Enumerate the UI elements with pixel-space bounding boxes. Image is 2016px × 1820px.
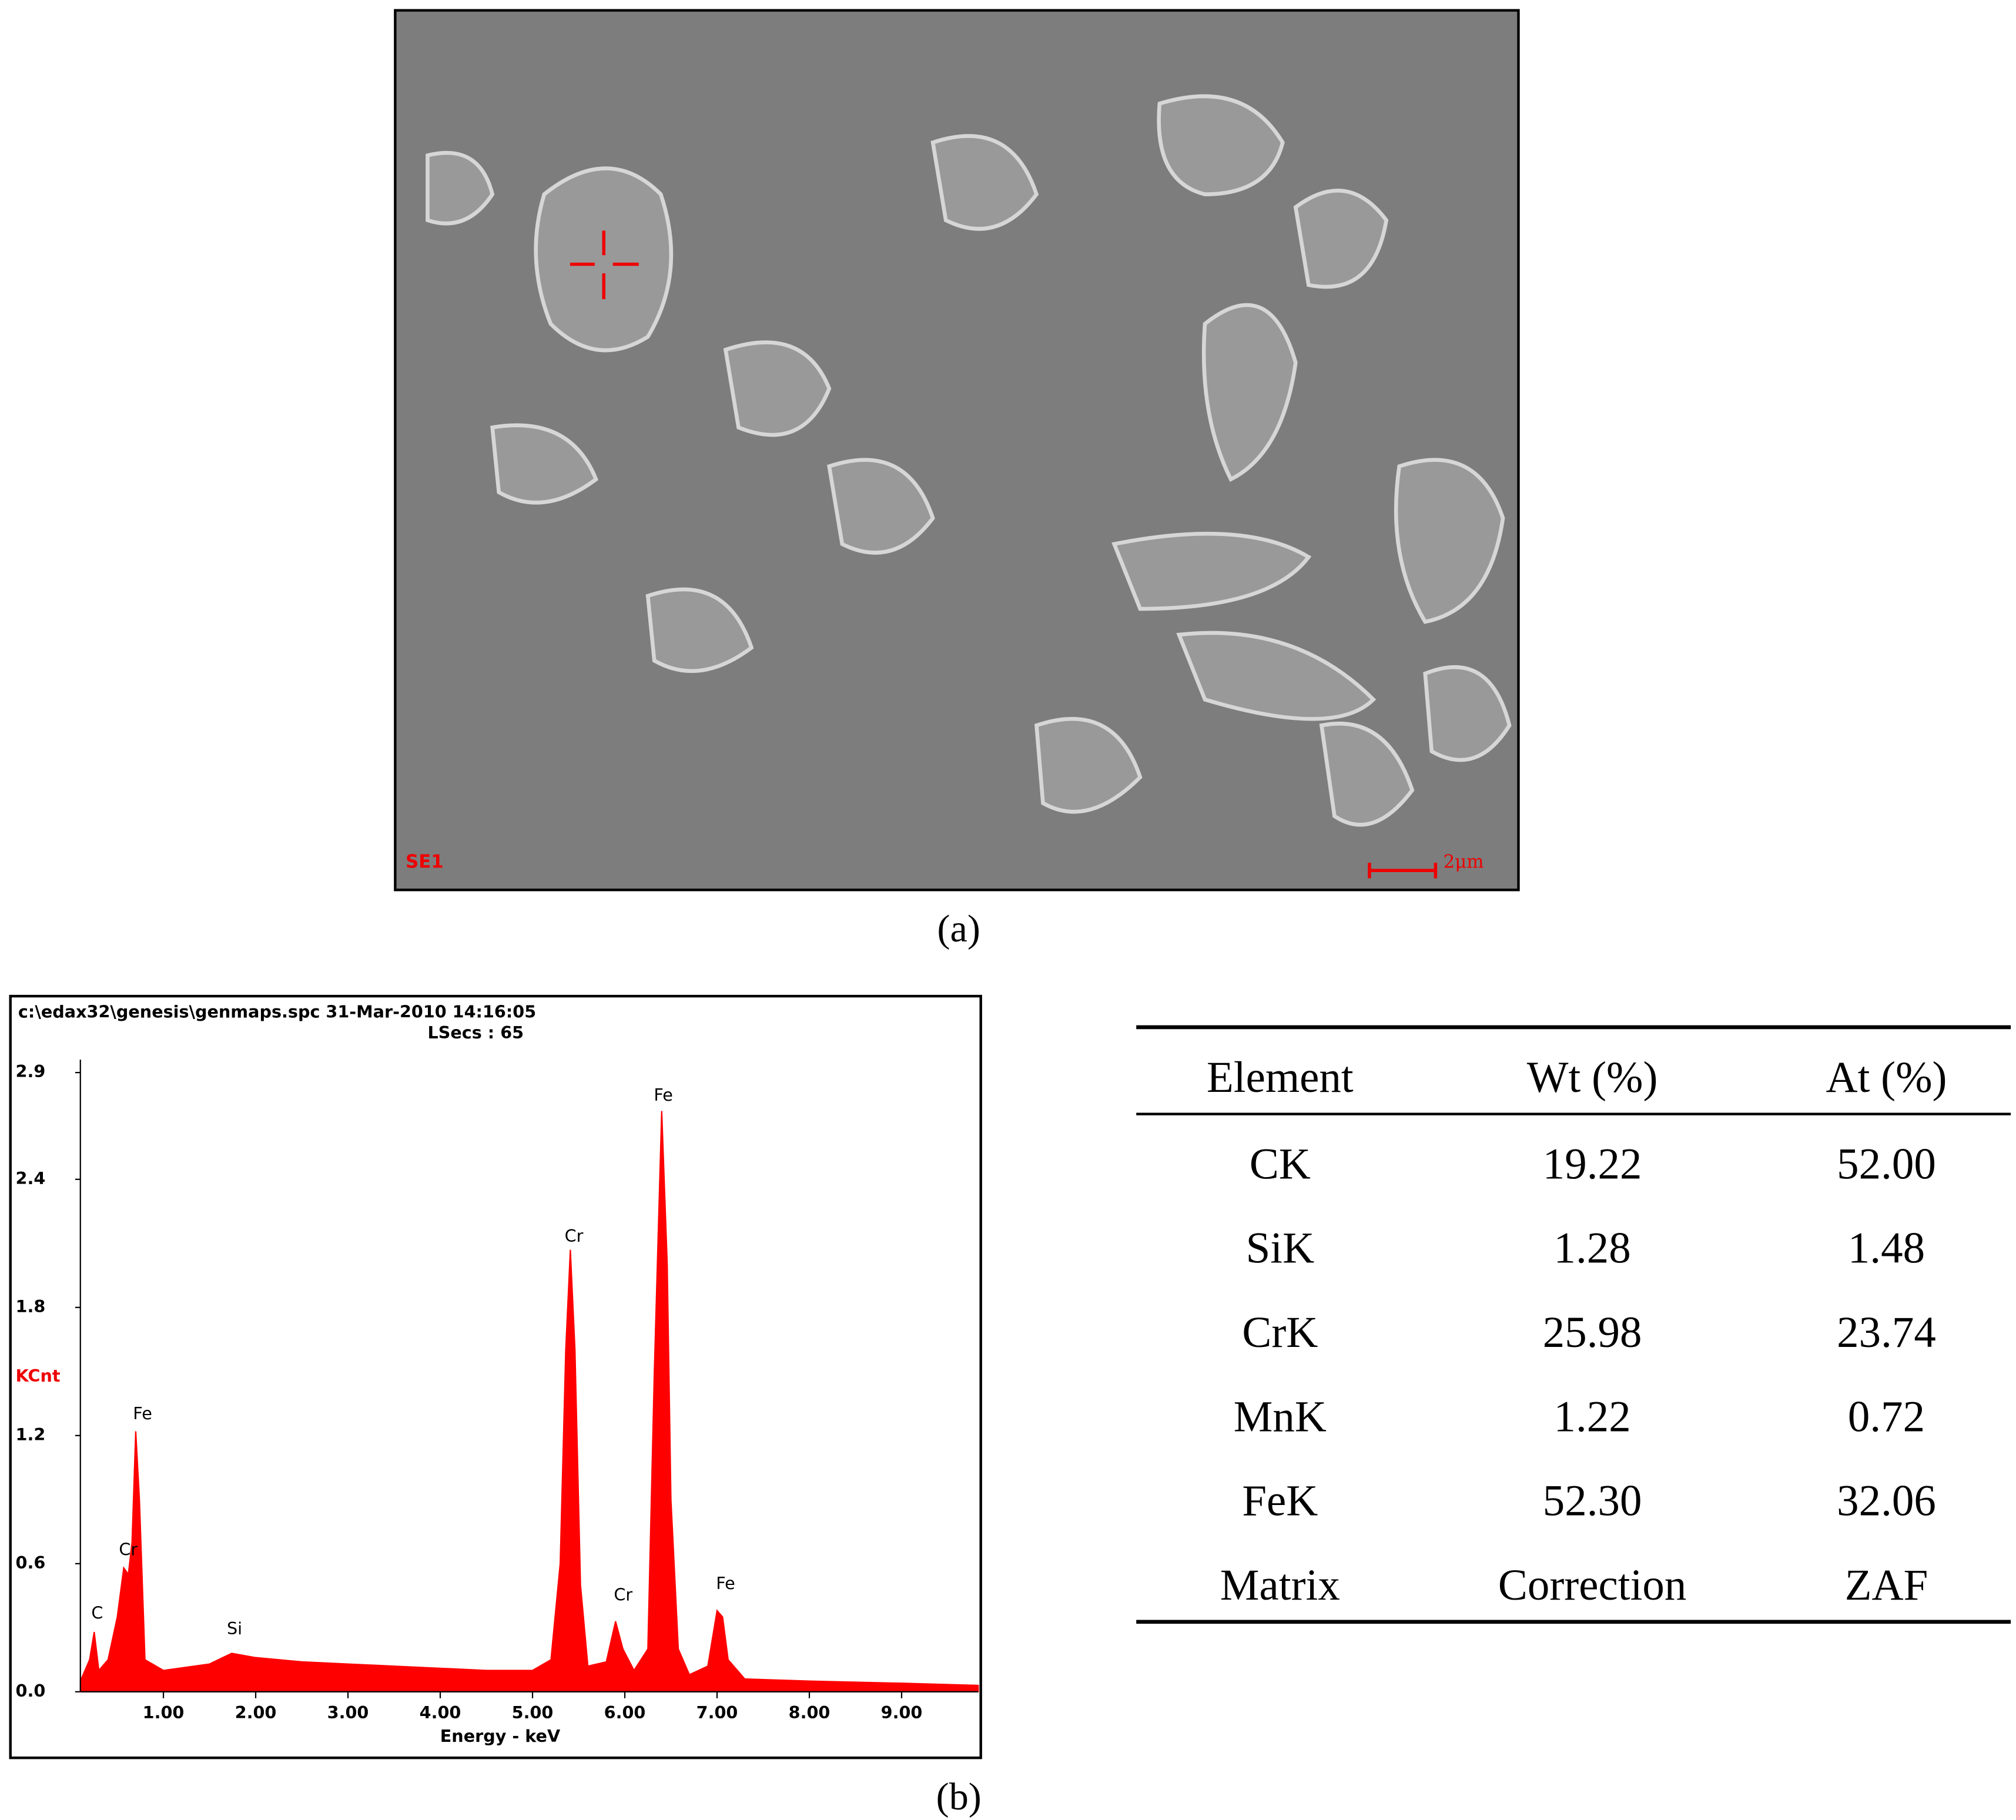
y-axis-label: KCnt	[16, 1366, 61, 1386]
table-cell: SiK	[1246, 1224, 1315, 1273]
table-cell: 32.06	[1837, 1477, 1936, 1526]
table-cell: MnK	[1234, 1392, 1327, 1441]
sem-image	[394, 9, 1520, 891]
detector-label: SE1	[406, 852, 444, 873]
table-cell: 19.22	[1543, 1139, 1642, 1188]
y-tick-label: 1.8	[16, 1296, 46, 1316]
table-header-cell: Wt (%)	[1527, 1053, 1658, 1102]
x-tick-label: 9.00	[881, 1702, 923, 1722]
table-header-cell: Element	[1207, 1053, 1354, 1102]
table: Element Wt (%) At (%) CK 19.22 52.00 SiK 1.28 1.…	[1136, 1025, 2011, 1624]
y-tick-label: 0.6	[16, 1553, 46, 1573]
y-tick-label: 2.4	[16, 1168, 46, 1188]
table-cell: 23.74	[1837, 1308, 1936, 1357]
caption: (b)	[936, 1775, 982, 1818]
scale-bar-label: 2μm	[1444, 852, 1484, 873]
x-tick-label: 3.00	[327, 1702, 369, 1722]
spectrum-area	[79, 1111, 979, 1692]
x-tick-label: 2.00	[235, 1702, 277, 1722]
peak-label: Cr	[119, 1540, 138, 1560]
spectrum-frame	[9, 994, 982, 1759]
x-tick-label: 7.00	[696, 1702, 738, 1722]
table-cell: 52.30	[1543, 1477, 1642, 1526]
x-tick-label: 1.00	[143, 1702, 185, 1722]
y-tick-label: 1.2	[16, 1425, 46, 1444]
peak-label: Cr	[565, 1226, 584, 1246]
table-header-cell: At (%)	[1826, 1053, 1947, 1102]
peak-label: Fe	[133, 1403, 152, 1423]
spectrum-header: c:\edax32\genesis\genmaps.spc 31-Mar-201…	[18, 1002, 536, 1022]
table-cell: 1.22	[1554, 1392, 1631, 1441]
x-tick-label: 6.00	[604, 1702, 646, 1722]
spectrum: c:\edax32\genesis\genmaps.spc 31-Mar-201…	[16, 1002, 979, 1746]
table-cell: CK	[1250, 1139, 1311, 1188]
table-cell: 0.72	[1848, 1392, 1925, 1441]
y-tick-label: 0.0	[16, 1681, 46, 1701]
caption: (a)	[937, 907, 980, 950]
spectrum-subheader: LSecs : 65	[427, 1023, 524, 1043]
peak-label: Cr	[614, 1585, 632, 1605]
x-tick-label: 4.00	[420, 1702, 461, 1722]
x-axis-label: Energy - keV	[440, 1726, 561, 1746]
table-cell: CrK	[1242, 1308, 1318, 1357]
table-cell: FeK	[1242, 1477, 1318, 1526]
peak-label: Fe	[716, 1573, 735, 1593]
peak-label: C	[91, 1603, 103, 1623]
table-cell: ZAF	[1845, 1561, 1928, 1610]
table-cell: 1.48	[1848, 1224, 1925, 1273]
table-cell: 52.00	[1837, 1139, 1936, 1188]
table-cell: Matrix	[1220, 1561, 1340, 1610]
y-tick-label: 2.9	[16, 1061, 46, 1081]
peak-label: Fe	[654, 1085, 673, 1105]
table-cell: 1.28	[1554, 1224, 1631, 1273]
table-cell: Correction	[1498, 1561, 1686, 1610]
peak-label: Si	[227, 1618, 242, 1638]
x-tick-label: 8.00	[789, 1702, 830, 1722]
table-cell: 25.98	[1543, 1308, 1642, 1357]
x-tick-label: 5.00	[512, 1702, 554, 1722]
